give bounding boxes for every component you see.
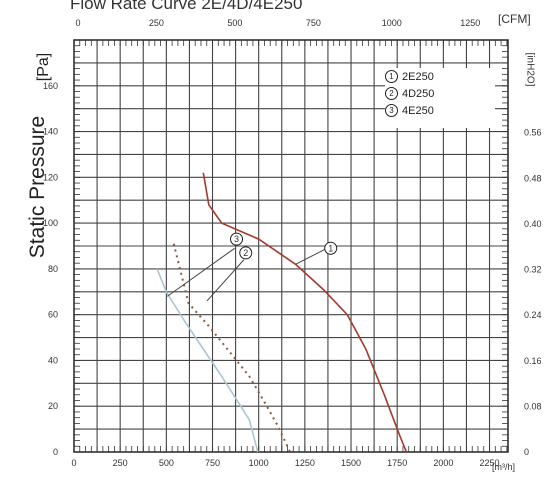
y2-tick-label: 0.08: [524, 401, 542, 411]
y2-tick-label: 0.48: [524, 173, 542, 183]
y2-tick-label: 0.16: [524, 356, 542, 366]
callout-leader-3: [166, 247, 235, 297]
legend-item: 1 2E250: [385, 68, 495, 85]
y2-tick-label: 0.40: [524, 219, 542, 229]
callout-leader-1: [295, 247, 328, 265]
legend-item: 2 4D250: [385, 85, 495, 102]
x-top-tick-label: 250: [149, 18, 164, 28]
y2-tick-label: 0.24: [524, 310, 542, 320]
x-tick-label: 1500: [341, 458, 361, 468]
callout-3-circle: [230, 232, 244, 246]
x-top-tick-label: 1000: [382, 18, 402, 28]
legend-number: 1: [385, 70, 398, 83]
legend-number: 3: [385, 104, 398, 117]
x-tick-label: 0: [71, 458, 76, 468]
x-tick-label: 1000: [249, 458, 269, 468]
series-line-4d250: [172, 243, 292, 453]
y-tick-label: 120: [43, 172, 58, 182]
y-tick-label: 40: [48, 355, 58, 365]
title: Flow Rate Curve 2E/4D/4E250: [70, 0, 303, 13]
y-tick-label: 80: [48, 264, 58, 274]
y-tick-label: 100: [43, 218, 58, 228]
x-tick-label: 1750: [387, 458, 407, 468]
x-top-tick-label: 750: [306, 18, 321, 28]
x-top-tick-label: 0: [75, 18, 80, 28]
y-tick-label: 20: [48, 401, 58, 411]
callout-leader-2: [206, 259, 245, 302]
y2-tick-label: 0.32: [524, 265, 542, 275]
x-tick-label: 2000: [433, 458, 453, 468]
callout-2-label: 2: [243, 248, 248, 258]
series-line-4e250: [156, 268, 259, 453]
callout-3-label: 3: [234, 234, 239, 244]
x-tick-label: 2250: [480, 458, 500, 468]
callout-2-circle: [239, 246, 253, 260]
x-tick-label: 500: [159, 458, 174, 468]
y-tick-label: 160: [43, 81, 58, 91]
series-line-2e250: [202, 172, 408, 453]
y2-tick-label: 0.56: [524, 128, 542, 138]
legend-number: 2: [385, 87, 398, 100]
legend-label: 4E250: [402, 104, 434, 117]
y-tick-label: 0: [53, 447, 58, 457]
callout-1-label: 1: [328, 243, 333, 253]
x-top-tick-label: 500: [227, 18, 242, 28]
callout-1-circle: [324, 241, 338, 255]
x-tick-label: 1250: [295, 458, 315, 468]
y2-tick-label: 0: [524, 447, 529, 457]
x-unit-cfm: [CFM]: [498, 12, 531, 26]
legend-label: 2E250: [402, 70, 434, 83]
legend-item: 3 4E250: [385, 102, 495, 119]
x-top-tick-label: 1250: [460, 18, 480, 28]
legend-label: 4D250: [402, 87, 435, 100]
x-unit-m3h: [m³/h]: [492, 462, 516, 472]
y-tick-label: 140: [43, 127, 58, 137]
y-tick-label: 60: [48, 310, 58, 320]
x-tick-label: 750: [205, 458, 220, 468]
x-tick-label: 250: [113, 458, 128, 468]
legend: 1 2E250 2 4D250 3 4E250: [385, 68, 495, 128]
